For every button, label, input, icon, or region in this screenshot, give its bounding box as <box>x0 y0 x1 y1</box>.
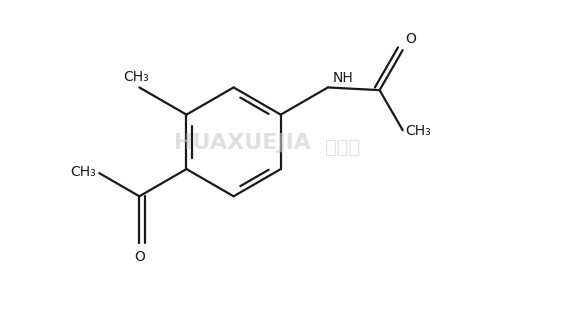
Text: O: O <box>405 32 416 46</box>
Text: HUAXUEJIA: HUAXUEJIA <box>174 133 311 153</box>
Text: NH: NH <box>333 71 354 85</box>
Text: CH₃: CH₃ <box>405 124 431 139</box>
Text: 化学加: 化学加 <box>325 139 360 157</box>
Text: CH₃: CH₃ <box>70 165 96 179</box>
Text: CH₃: CH₃ <box>124 70 149 84</box>
Text: O: O <box>134 250 145 264</box>
